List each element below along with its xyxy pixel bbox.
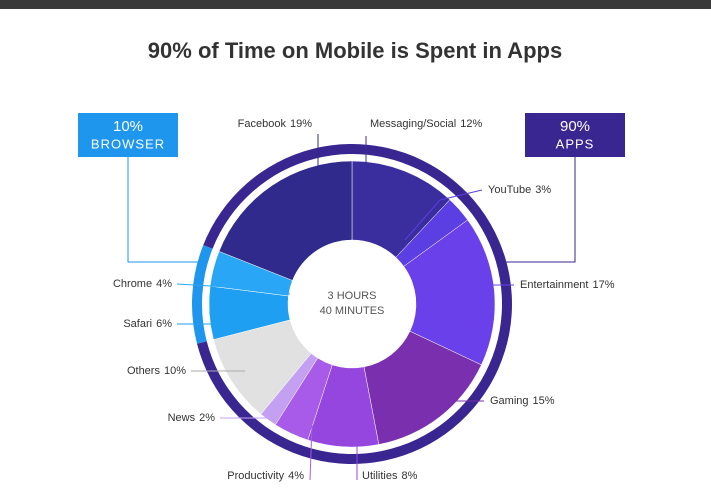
segment-name: Safari [123,318,152,330]
group-value: 90% [560,118,590,135]
segment-label: Chrome 4% [113,278,172,290]
leader-line [309,424,313,481]
segment-value: 19% [290,118,312,130]
segment-name: Others [127,365,161,377]
center-text: 40 MINUTES [320,305,385,317]
segment-label: Safari 6% [123,318,172,330]
segment-name: Facebook [238,118,287,130]
leader-line [176,283,291,295]
donut-segment [218,160,353,281]
top-bar [0,0,711,9]
segment-label: Messaging/Social 12% [370,118,482,130]
group-label: APPS [556,136,595,151]
group-connector [127,157,208,263]
segment-name: Chrome [113,278,152,290]
group-label: BROWSER [91,136,165,151]
donut-segment [403,219,496,366]
group-box [78,113,178,157]
segment-name: Utilities [362,470,398,482]
group-box [525,113,625,157]
segment-value: 4% [156,278,172,290]
segment-value: 17% [592,279,614,291]
segment-label: News 2% [168,412,216,424]
segment-label: Facebook 19% [238,118,313,130]
segment-name: News [168,412,196,424]
center-text: 3 HOURS [328,290,377,302]
segment-value: 3% [535,184,551,196]
segment-label: YouTube 3% [488,184,551,196]
segment-value: 2% [199,412,215,424]
chart-title: 90% of Time on Mobile is Spent in Apps [148,38,562,63]
segment-label: Entertainment 17% [520,279,615,291]
group-value: 10% [113,118,143,135]
segment-name: Messaging/Social [370,118,456,130]
leader-line [404,189,483,241]
segment-name: Entertainment [520,279,588,291]
segment-value: 12% [460,118,482,130]
segment-label: Utilities 8% [362,470,418,482]
segment-name: YouTube [488,184,531,196]
browser-ring [192,245,213,344]
segment-value: 10% [164,365,186,377]
segment-value: 4% [288,470,304,482]
segment-label: Productivity 4% [227,470,304,482]
segment-label: Others 10% [127,365,186,377]
segment-value: 8% [401,470,417,482]
segment-name: Gaming [490,395,529,407]
segment-label: Gaming 15% [490,395,555,407]
segment-name: Productivity [227,470,284,482]
segment-value: 6% [156,318,172,330]
segment-value: 15% [533,395,555,407]
group-connector [505,157,576,263]
